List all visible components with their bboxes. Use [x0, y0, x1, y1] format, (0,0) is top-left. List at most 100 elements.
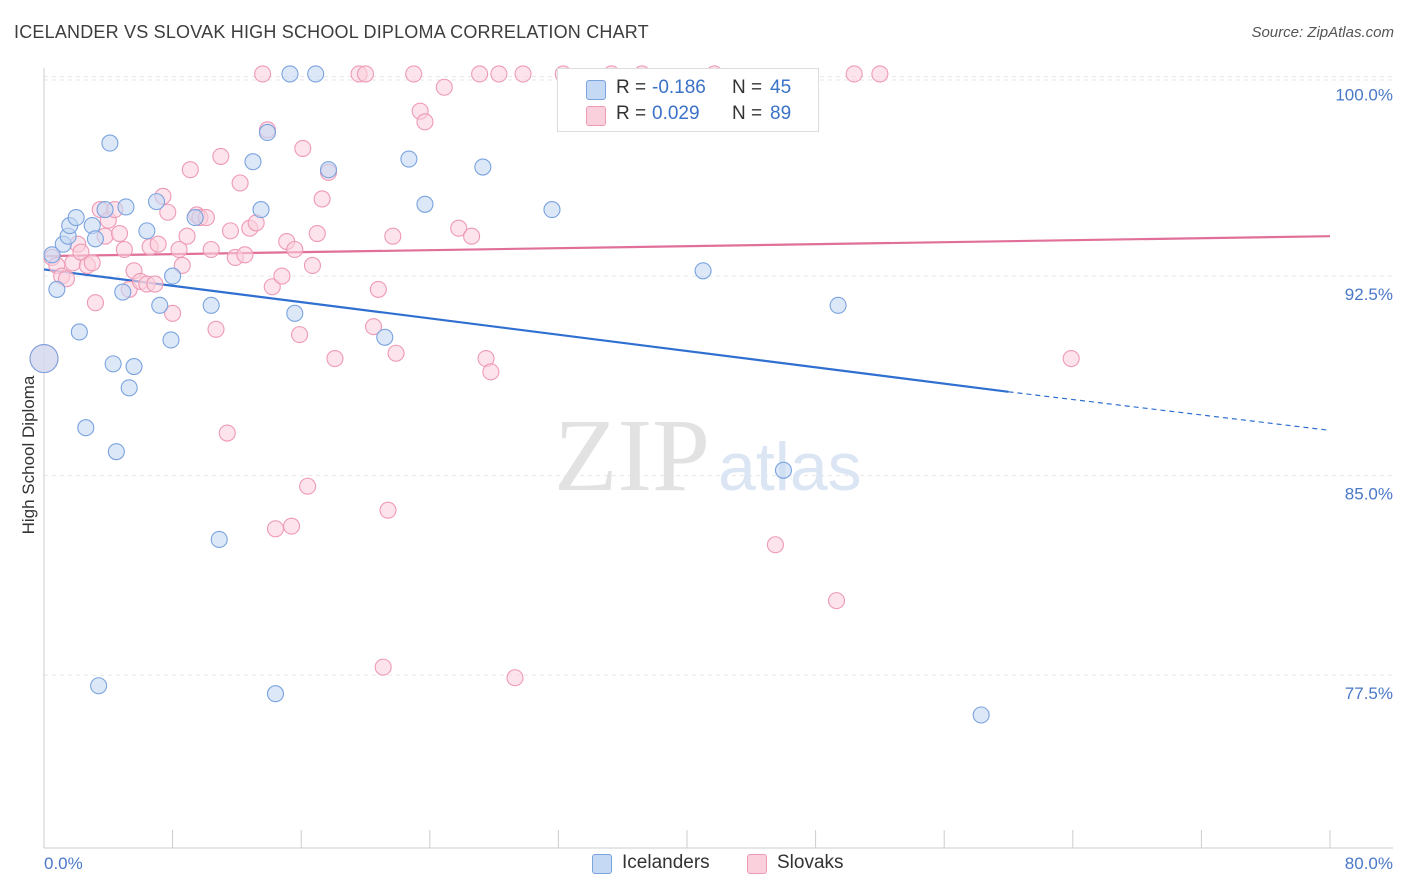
icelander-point	[376, 328, 394, 346]
slovak-point	[178, 227, 196, 245]
slovak-point	[115, 240, 133, 259]
icelander-point	[252, 201, 270, 219]
slovak-point	[313, 190, 331, 208]
icelanders-trend-extension	[1008, 391, 1331, 431]
slovak-point	[482, 363, 500, 381]
slovak-point	[326, 350, 344, 368]
slovak-point	[369, 280, 387, 298]
slovaks-trend-line	[43, 235, 1331, 258]
slovak-point	[221, 222, 240, 240]
icelander-point	[400, 150, 418, 168]
icelander-point	[416, 195, 434, 213]
slovak-point	[299, 477, 317, 495]
slovaks-swatch	[586, 106, 606, 126]
slovak-point	[173, 256, 191, 275]
icelander-point	[125, 357, 143, 376]
icelander-point	[972, 706, 990, 724]
slovak-point	[1062, 350, 1080, 368]
y-tick-label: 92.5%	[1345, 285, 1393, 304]
icelander-point	[114, 283, 132, 301]
icelander-point	[107, 443, 125, 461]
slovak-point	[463, 227, 481, 245]
n-label: N =	[732, 103, 763, 124]
icelander-point	[266, 685, 285, 703]
slovak-point	[294, 139, 312, 157]
y-tick-label: 85.0%	[1345, 485, 1393, 504]
slovak-point	[170, 240, 188, 259]
slovak-point	[202, 240, 220, 259]
slovak-point	[845, 65, 863, 83]
icelander-point	[319, 161, 338, 179]
source-credit: Source: ZipAtlas.com	[1251, 24, 1394, 41]
y-tick-label: 77.5%	[1345, 684, 1393, 703]
icelander-point	[101, 134, 119, 152]
x-tick-label-min: 0.0%	[44, 854, 83, 873]
y-tick-labels: 77.5% 85.0% 92.5% 100.0%	[1335, 86, 1393, 703]
slovak-point	[450, 219, 468, 237]
slovak-point	[871, 65, 889, 83]
icelander-point	[86, 230, 104, 248]
slovaks-legend-label: Slovaks	[777, 852, 844, 873]
icelander-point	[120, 379, 138, 397]
y-tick-label: 100.0%	[1335, 86, 1393, 105]
slovak-point	[111, 224, 129, 243]
slovak-point	[766, 536, 784, 554]
slovak-point	[827, 592, 846, 610]
icelander-point	[162, 331, 180, 349]
slovak-point	[435, 78, 453, 96]
icelander-point	[147, 193, 166, 211]
slovak-point	[263, 278, 281, 296]
r-label: R =	[616, 103, 647, 124]
slovak-point	[356, 65, 375, 83]
icelander-point	[48, 280, 66, 298]
slovak-point	[83, 254, 101, 272]
icelander-point	[77, 419, 95, 437]
slovak-point	[490, 65, 508, 83]
slovak-point	[283, 517, 301, 535]
x-tick-label-max: 80.0%	[1345, 854, 1393, 873]
icelander-point	[258, 123, 276, 142]
slovak-point	[212, 147, 230, 165]
icelanders-trend-line	[43, 268, 1009, 393]
slovak-point	[86, 294, 104, 312]
icelander-point	[151, 296, 169, 314]
icelander-point	[281, 65, 299, 83]
icelander-point	[543, 201, 561, 219]
slovak-point	[291, 326, 309, 344]
slovak-point	[236, 246, 254, 264]
icelander-point	[29, 344, 59, 374]
icelander-point	[202, 296, 220, 314]
r-label: R =	[616, 77, 647, 98]
slovak-point	[416, 113, 434, 131]
icelander-point	[96, 201, 114, 219]
slovak-point	[57, 270, 76, 288]
slovak-point	[514, 65, 532, 83]
slovak-point	[286, 240, 304, 259]
n-value: 89	[770, 103, 792, 124]
slovak-point	[379, 501, 397, 519]
r-value: -0.186	[652, 77, 706, 98]
chart-title: ICELANDER VS SLOVAK HIGH SCHOOL DIPLOMA …	[14, 22, 649, 42]
data-points	[29, 65, 1080, 724]
slovak-point	[181, 161, 199, 179]
slovak-point	[273, 267, 291, 285]
axes	[43, 68, 1393, 849]
slovak-point	[164, 304, 182, 322]
icelander-point	[694, 262, 712, 280]
slovak-point	[266, 520, 285, 538]
icelander-point	[70, 323, 88, 341]
r-value: 0.029	[652, 103, 700, 124]
n-label: N =	[732, 77, 763, 98]
slovak-point	[506, 669, 524, 687]
icelander-point	[90, 677, 108, 695]
icelander-point	[104, 355, 122, 373]
icelander-point	[117, 198, 135, 216]
slovak-point	[207, 320, 225, 338]
slovaks-legend-swatch	[747, 854, 767, 874]
n-value: 45	[770, 77, 792, 98]
icelander-point	[210, 530, 228, 548]
icelanders-legend-label: Icelanders	[622, 852, 710, 873]
slovak-point	[149, 235, 167, 253]
watermark: ZIP atlas	[554, 398, 862, 513]
